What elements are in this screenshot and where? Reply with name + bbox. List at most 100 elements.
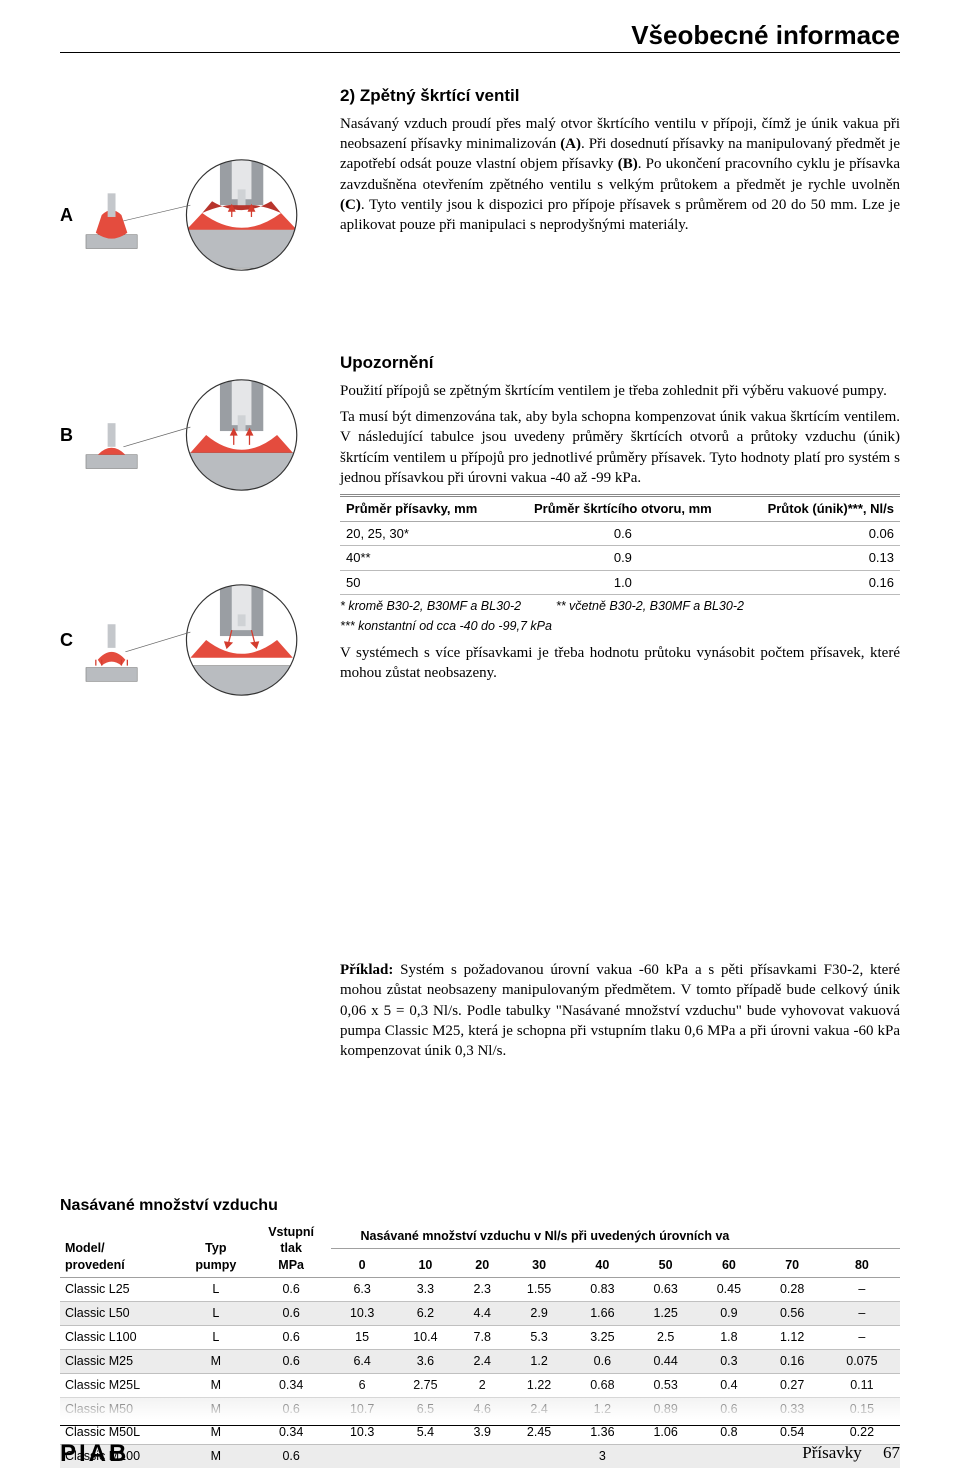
airflow-cell: M xyxy=(180,1373,252,1397)
airflow-cell: 0.3 xyxy=(697,1349,760,1373)
top-rule xyxy=(60,52,900,53)
airflow-cell: 2.4 xyxy=(457,1349,507,1373)
airflow-cell: 1.2 xyxy=(507,1349,570,1373)
throttle-table: Průměr přísavky, mm Průměr škrtícího otv… xyxy=(340,494,900,595)
airflow-cell: 6.3 xyxy=(331,1278,394,1302)
page-title: Všeobecné informace xyxy=(631,18,900,53)
diagram-a-svg xyxy=(84,155,330,275)
airflow-cell: Classic M25 xyxy=(60,1349,180,1373)
airflow-cell: 4.4 xyxy=(457,1302,507,1326)
airflow-row: Classic L25L0.66.33.32.31.550.830.630.45… xyxy=(60,1278,900,1302)
p1-b: (A) xyxy=(560,136,581,152)
after-table-text: V systémech s více přísavkami je třeba h… xyxy=(340,643,900,684)
airflow-row: Classic M50M0.610.76.54.62.41.20.890.60.… xyxy=(60,1397,900,1421)
throttle-row: 20, 25, 30*0.60.06 xyxy=(340,521,900,546)
airflow-cell: 10.4 xyxy=(394,1325,457,1349)
example-para: Příklad: Systém s požadovanou úrovní vak… xyxy=(340,960,900,1061)
airflow-cell xyxy=(634,1445,697,1468)
piab-logo: PIAB xyxy=(60,1438,129,1470)
airflow-row: Classic L50L0.610.36.24.42.91.661.250.90… xyxy=(60,1302,900,1326)
section-2: 2) Zpětný škrtící ventil Nasávaný vzduch… xyxy=(340,85,900,241)
bh-model: Model/ provedení xyxy=(60,1221,180,1278)
airflow-title: Nasávané množství vzduchu xyxy=(60,1195,900,1217)
diagram-b-svg xyxy=(84,375,330,495)
airflow-cell: 0.44 xyxy=(634,1349,697,1373)
throttle-cell: 40** xyxy=(340,546,510,571)
level-header: 20 xyxy=(457,1249,507,1278)
airflow-cell: 10.3 xyxy=(331,1302,394,1326)
warning-block: Upozornění Použití přípojů se zpětným šk… xyxy=(340,352,900,689)
airflow-block: Nasávané množství vzduchu Model/ provede… xyxy=(60,1195,900,1468)
section-2-heading: 2) Zpětný škrtící ventil xyxy=(340,85,900,108)
airflow-cell: 0.27 xyxy=(761,1373,824,1397)
throttle-row: 40**0.90.13 xyxy=(340,546,900,571)
airflow-row: Classic L100L0.61510.47.85.33.252.51.81.… xyxy=(60,1325,900,1349)
table-note-1: * kromě B30-2, B30MF a BL30-2 ** včetně … xyxy=(340,599,900,615)
example-text: Systém s požadovanou úrovní vakua -60 kP… xyxy=(340,962,900,1059)
level-header: 80 xyxy=(824,1249,900,1278)
airflow-cell: Classic L50 xyxy=(60,1302,180,1326)
airflow-cell: 2.4 xyxy=(507,1397,570,1421)
airflow-cell: 0.9 xyxy=(697,1302,760,1326)
level-header: 30 xyxy=(507,1249,570,1278)
airflow-cell: – xyxy=(824,1302,900,1326)
airflow-cell: 6 xyxy=(331,1373,394,1397)
diagram-label-c: C xyxy=(60,628,78,652)
airflow-cell: 6.4 xyxy=(331,1349,394,1373)
warning-p1: Použití přípojů se zpětným škrtícím vent… xyxy=(340,381,900,401)
airflow-cell: 0.4 xyxy=(697,1373,760,1397)
airflow-cell: 10.7 xyxy=(331,1397,394,1421)
level-header: 50 xyxy=(634,1249,697,1278)
diagram-c-svg xyxy=(84,580,330,700)
airflow-cell: 0.68 xyxy=(571,1373,634,1397)
airflow-cell: 2.5 xyxy=(634,1325,697,1349)
th-diameter: Průměr přísavky, mm xyxy=(340,496,510,522)
airflow-cell: 0.6 xyxy=(252,1397,331,1421)
airflow-cell: 1.55 xyxy=(507,1278,570,1302)
airflow-cell: 5.3 xyxy=(507,1325,570,1349)
airflow-cell: 0.16 xyxy=(761,1349,824,1373)
airflow-cell: 0.89 xyxy=(634,1397,697,1421)
airflow-cell: 0.6 xyxy=(252,1278,331,1302)
table-note-2: *** konstantní od cca -40 do -99,7 kPa xyxy=(340,619,900,635)
throttle-cell: 50 xyxy=(340,570,510,595)
airflow-cell xyxy=(394,1445,457,1468)
airflow-cell: 15 xyxy=(331,1325,394,1349)
bh-span: Nasávané množství vzduchu v Nl/s při uve… xyxy=(331,1221,901,1249)
airflow-cell: Classic M50 xyxy=(60,1397,180,1421)
throttle-cell: 0.06 xyxy=(736,521,900,546)
airflow-cell: 0.53 xyxy=(634,1373,697,1397)
airflow-cell: 0.6 xyxy=(571,1349,634,1373)
airflow-cell: 1.22 xyxy=(507,1373,570,1397)
airflow-cell: L xyxy=(180,1302,252,1326)
level-header: 70 xyxy=(761,1249,824,1278)
diagram-a: A xyxy=(60,155,330,275)
airflow-cell: M xyxy=(180,1397,252,1421)
airflow-cell: 6.5 xyxy=(394,1397,457,1421)
throttle-row: 501.00.16 xyxy=(340,570,900,595)
throttle-header-row: Průměr přísavky, mm Průměr škrtícího otv… xyxy=(340,496,900,522)
airflow-cell: 1.25 xyxy=(634,1302,697,1326)
th-flow: Průtok (únik)***, Nl/s xyxy=(736,496,900,522)
throttle-cell: 0.6 xyxy=(510,521,735,546)
airflow-cell: 0.075 xyxy=(824,1349,900,1373)
diagram-label-b: B xyxy=(60,423,78,447)
airflow-cell: 0.6 xyxy=(252,1325,331,1349)
airflow-cell: 0.56 xyxy=(761,1302,824,1326)
airflow-cell: 0.34 xyxy=(252,1373,331,1397)
throttle-cell: 0.16 xyxy=(736,570,900,595)
airflow-cell: L xyxy=(180,1278,252,1302)
p1-f: (C) xyxy=(340,197,361,213)
airflow-cell: 3.6 xyxy=(394,1349,457,1373)
airflow-cell: Classic L25 xyxy=(60,1278,180,1302)
airflow-cell: 1.2 xyxy=(571,1397,634,1421)
airflow-cell: 0.6 xyxy=(252,1445,331,1468)
section-2-para: Nasávaný vzduch proudí přes malý otvor š… xyxy=(340,114,900,236)
airflow-cell: – xyxy=(824,1325,900,1349)
throttle-cell: 20, 25, 30* xyxy=(340,521,510,546)
level-header: 0 xyxy=(331,1249,394,1278)
note1b: ** včetně B30-2, B30MF a BL30-2 xyxy=(556,599,744,613)
airflow-cell: 0.6 xyxy=(697,1397,760,1421)
airflow-cell: – xyxy=(824,1278,900,1302)
warning-p2: Ta musí být dimenzována tak, aby byla sc… xyxy=(340,407,900,488)
